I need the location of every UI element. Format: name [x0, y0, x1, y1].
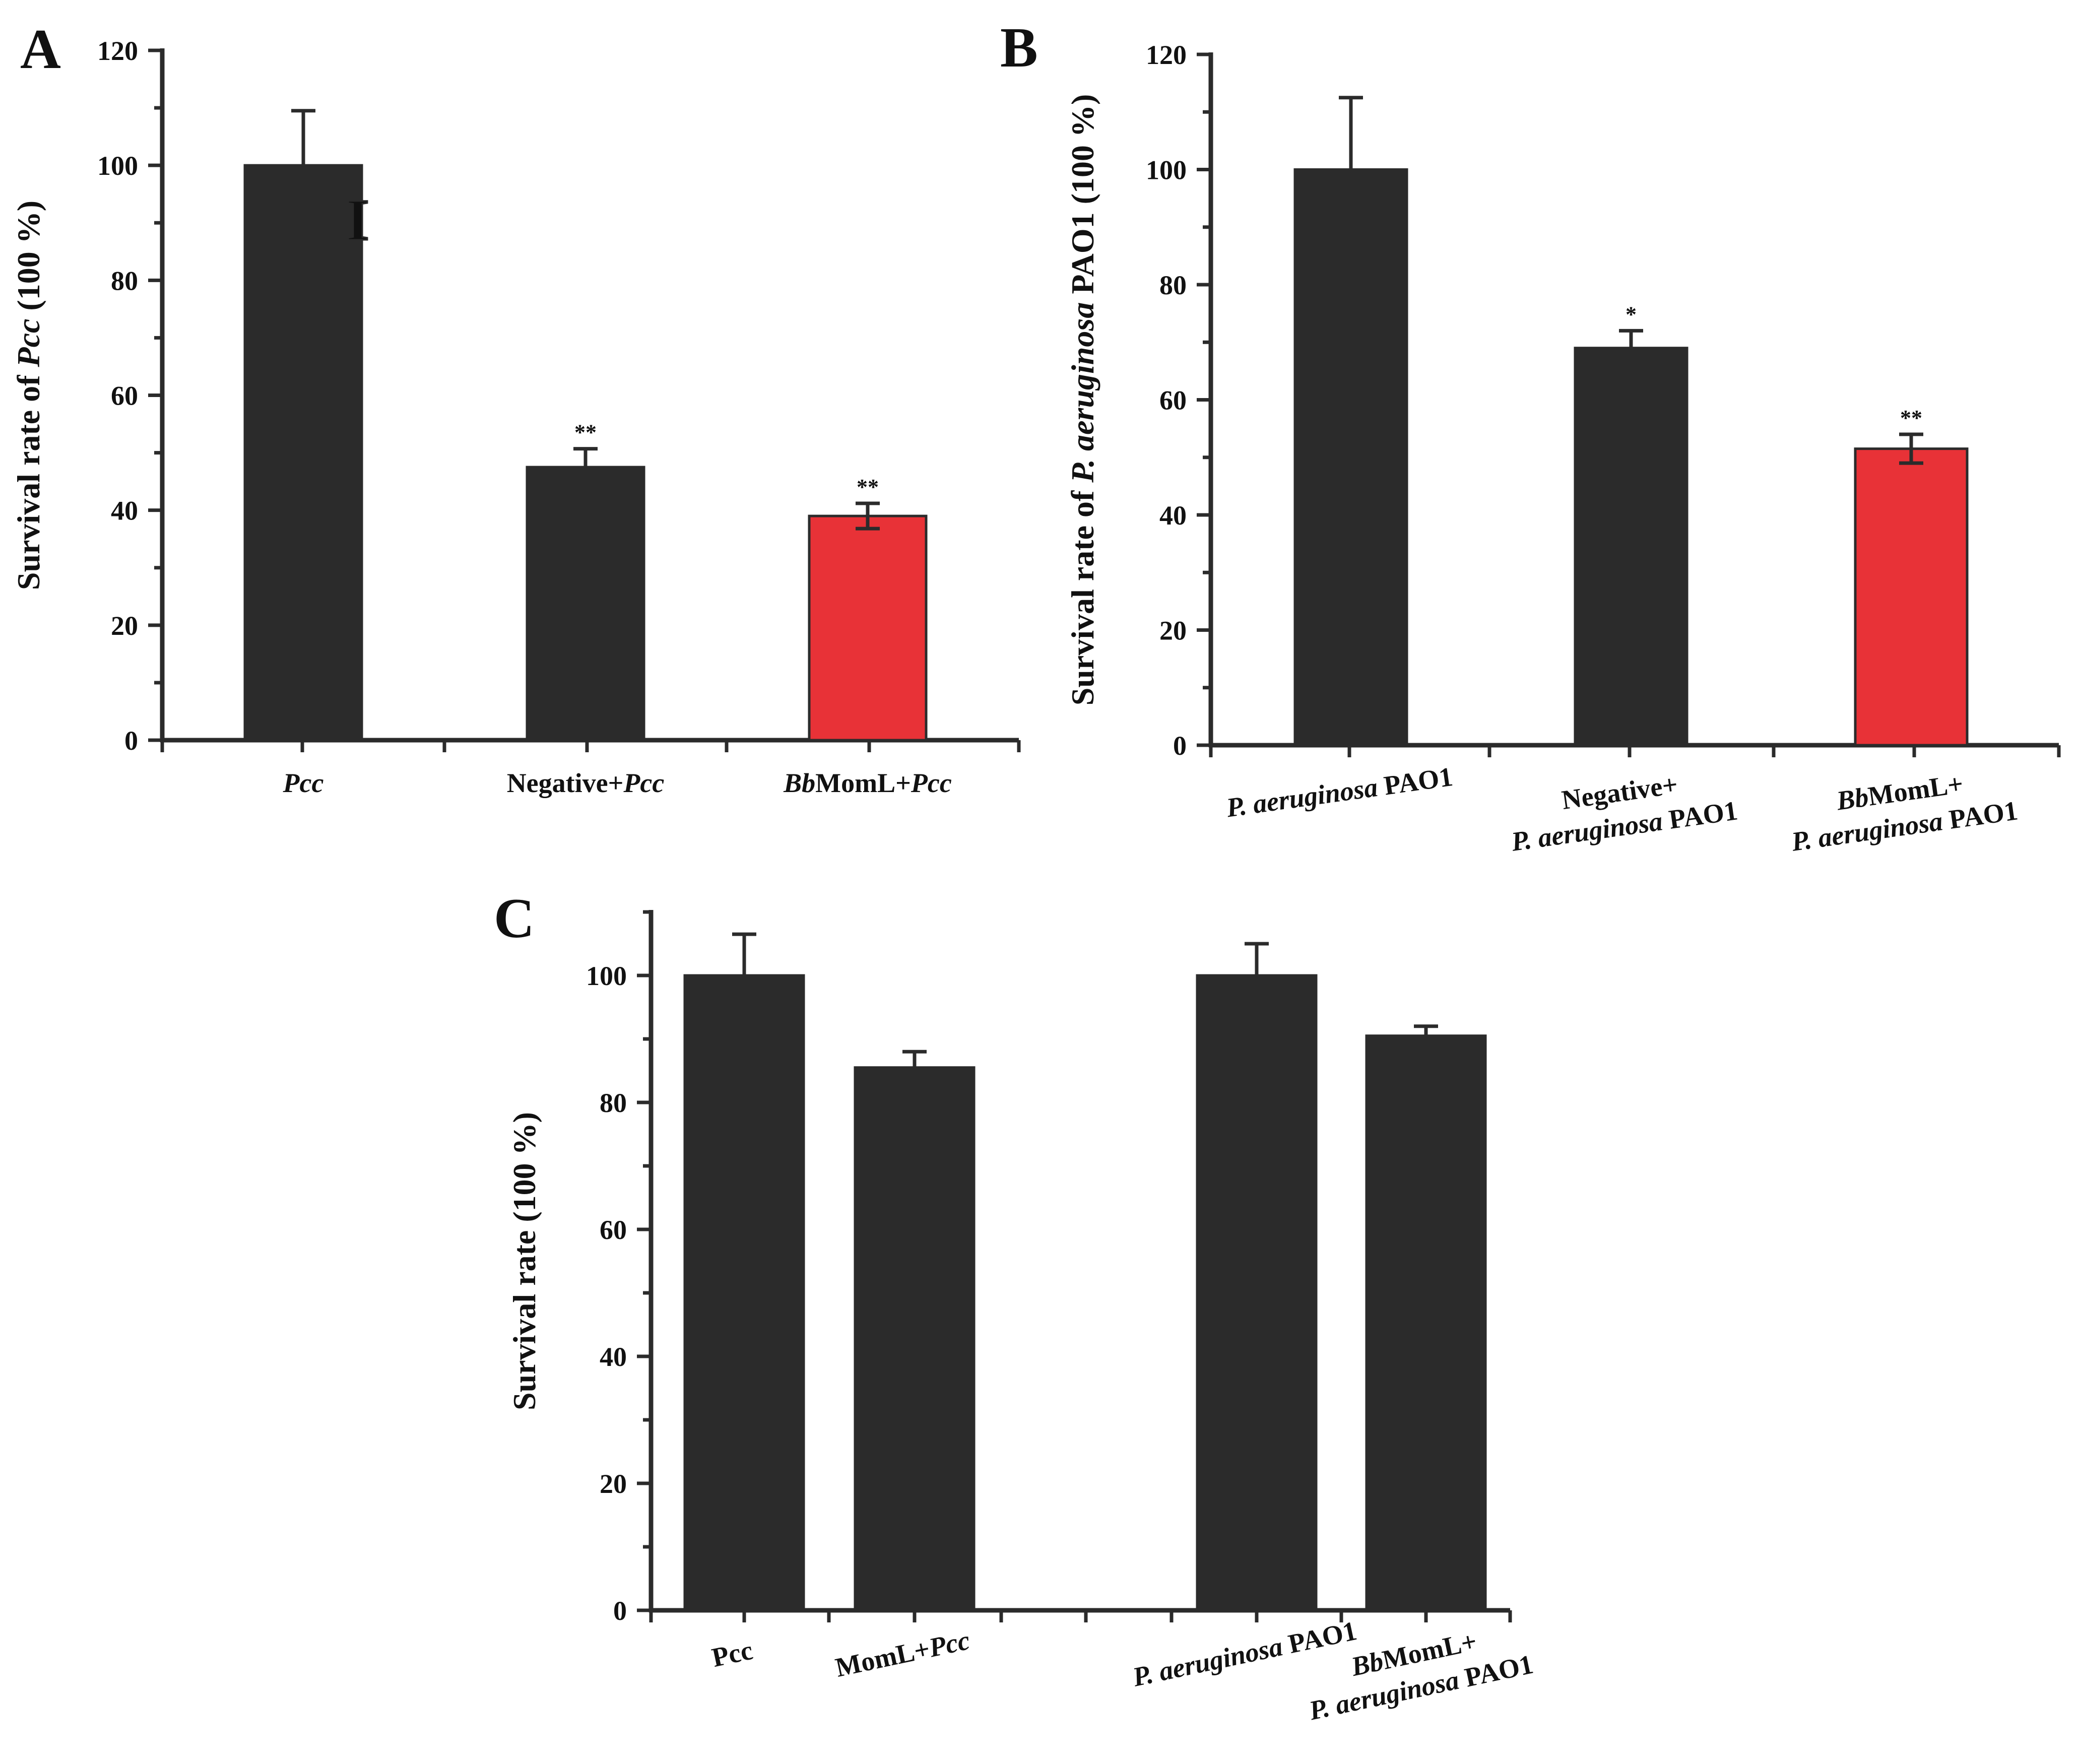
panel-a-y-axis-title-run: Survival rate of: [11, 367, 46, 590]
panel-a-bar: [243, 164, 363, 742]
panel-c-y-tick-label: 40: [600, 1342, 627, 1372]
panel-c-y-tick-label: 80: [600, 1088, 627, 1118]
panel-b-letter: B: [1000, 17, 1038, 79]
panel-a-category-label: Negative+Pcc: [507, 768, 665, 798]
panel-a-letter: A: [20, 18, 61, 81]
panel-b-y-axis-title-run: Survival rate of: [1065, 483, 1100, 706]
panel-a-category-line-run: Negative+: [507, 768, 624, 798]
panel-a-category-line-run: Pcc: [911, 768, 952, 798]
panel-c-y-axis-title: Survival rate (100 %): [506, 1112, 542, 1410]
panel-a-y-tick-label: 60: [111, 381, 138, 411]
panel-c-bar: [854, 1066, 976, 1612]
panel-a-bar: [526, 466, 645, 742]
panel-c-y-axis-title-run: Survival rate (100 %): [506, 1112, 542, 1410]
panel-a-y-tick-label: 120: [97, 36, 138, 66]
text-cursor-icon: I: [346, 187, 369, 253]
panel-b-y-tick-label: 0: [1173, 731, 1187, 761]
panel-c-y-tick-label: 60: [600, 1215, 627, 1245]
panel-a-bar: [808, 514, 928, 742]
panel-a-y-axis-title-run: (100 %): [11, 201, 46, 319]
panel-b-significance-label: **: [1900, 406, 1922, 430]
panel-b-category-line-run: Bb: [1834, 781, 1870, 816]
panel-b-y-axis-title: Survival rate of P. aeruginosa PAO1 (100…: [1065, 94, 1100, 706]
panel-a-y-axis-title: Survival rate of Pcc (100 %): [11, 201, 46, 590]
panel-a-category-line-run: Bb: [783, 768, 815, 798]
panel-a-y-tick-label: 80: [111, 266, 138, 296]
panel-b-bar: [1574, 347, 1688, 747]
panel-b-y-tick-label: 60: [1159, 385, 1187, 416]
panel-b-significance-label: *: [1626, 302, 1637, 326]
panel-c-letter: C: [494, 887, 535, 950]
panel-b-y-axis-title-run: PAO1 (100 %): [1065, 94, 1100, 302]
panel-a-category-line-run: Pcc: [623, 768, 664, 798]
panel-c-category-line-run: Bb: [1348, 1646, 1386, 1682]
panel-c-bar: [1196, 974, 1318, 1612]
panel-b-bar: [1293, 168, 1408, 747]
panel-a-y-tick-label: 40: [111, 496, 138, 526]
panel-c-bar: [683, 974, 805, 1612]
panel-b-y-tick-label: 100: [1146, 155, 1187, 185]
panel-c-y-tick-label: 0: [613, 1596, 627, 1626]
panel-a-y-tick-label: 0: [124, 726, 138, 756]
panel-a-chart: A 0 20 40 60 80 100 120 Survival rate of Pcc (10…: [11, 18, 1021, 798]
panel-b-y-tick-label: 80: [1159, 270, 1187, 300]
panel-b-bar: [1854, 447, 1969, 747]
panel-c-bar: [1365, 1034, 1487, 1612]
panel-a-category-label: Pcc: [283, 768, 324, 798]
panel-a-category-label: BbMomL+Pcc: [783, 768, 952, 798]
panel-b-y-tick-label: 120: [1146, 40, 1187, 70]
panel-b-y-axis-title-run: P. aeruginosa: [1065, 302, 1100, 483]
panel-a-category-line: Negative+Pcc: [507, 768, 665, 798]
panel-c-y-tick-label: 100: [586, 961, 627, 991]
panel-a-category-line-run: Pcc: [283, 768, 324, 798]
panel-a-y-tick-label: 20: [111, 611, 138, 641]
panel-c-y-tick-label: 20: [600, 1469, 627, 1499]
panel-a-category-line: BbMomL+Pcc: [783, 768, 952, 798]
panel-a-y-axis-title-run: Pcc: [11, 319, 46, 368]
panel-a-category-line-run: MomL+: [815, 768, 911, 798]
panel-b-y-tick-label: 20: [1159, 616, 1187, 646]
panel-a-y-tick-label: 100: [97, 151, 138, 181]
panel-a-significance-label: **: [574, 420, 597, 445]
panel-b-y-tick-label: 40: [1159, 500, 1187, 531]
panel-a-significance-label: **: [857, 475, 879, 499]
panel-a-category-line: Pcc: [283, 768, 324, 798]
